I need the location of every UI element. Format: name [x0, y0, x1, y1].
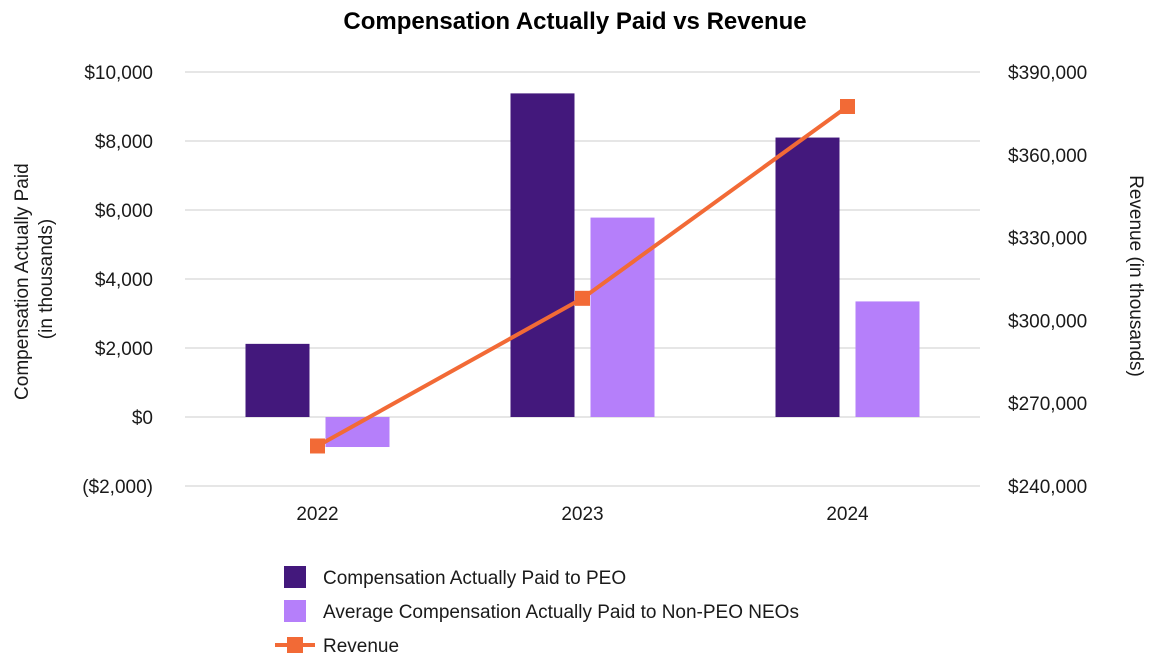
- left-tick-label: ($2,000): [82, 477, 153, 498]
- bar: [245, 343, 310, 417]
- bar: [510, 93, 575, 417]
- right-tick-label: $270,000: [1008, 394, 1087, 415]
- left-tick-label: $6,000: [95, 201, 153, 222]
- left-tick-label: $10,000: [84, 63, 153, 84]
- chart-title: Compensation Actually Paid vs Revenue: [343, 8, 806, 35]
- bars: [245, 93, 920, 448]
- left-axis-label: Compensation Actually Paid (in thousands…: [12, 158, 57, 400]
- legend-label: Compensation Actually Paid to PEO: [323, 568, 626, 589]
- left-tick-label: $0: [132, 408, 153, 429]
- legend-marker-swatch: [287, 637, 303, 653]
- revenue-line-layer: [310, 99, 855, 454]
- legend-label: Revenue: [323, 636, 399, 657]
- grid-lines: [185, 71, 980, 487]
- left-axis-label-line-1: Compensation Actually Paid: [12, 163, 33, 400]
- right-axis-label: Revenue (in thousands): [1125, 175, 1146, 377]
- left-tick-label: $4,000: [95, 270, 153, 291]
- bar: [590, 217, 655, 417]
- left-axis-label-line-2: (in thousands): [36, 219, 57, 339]
- right-axis-ticks: $240,000 $270,000 $300,000 $330,000 $360,000…: [1008, 63, 1087, 498]
- x-tick-label: 2022: [296, 504, 338, 525]
- bar: [855, 301, 920, 417]
- legend-label: Average Compensation Actually Paid to No…: [323, 602, 799, 623]
- revenue-line: [316, 104, 849, 448]
- x-tick-label: 2023: [561, 504, 603, 525]
- left-tick-label: $2,000: [95, 339, 153, 360]
- legend-swatch: [284, 566, 306, 588]
- right-tick-label: $240,000: [1008, 477, 1087, 498]
- right-tick-label: $300,000: [1008, 311, 1087, 332]
- revenue-point: [310, 438, 325, 454]
- bar: [775, 137, 840, 418]
- left-tick-label: $8,000: [95, 132, 153, 153]
- x-tick-label: 2024: [826, 504, 869, 525]
- right-tick-label: $390,000: [1008, 63, 1087, 84]
- legend-swatch: [284, 600, 306, 622]
- left-axis-ticks: ($2,000) $0 $2,000 $4,000 $6,000 $8,000 $10,00…: [82, 63, 153, 498]
- right-tick-label: $330,000: [1008, 229, 1087, 250]
- revenue-point: [840, 99, 855, 114]
- revenue-point: [575, 290, 590, 306]
- x-axis-ticks: 2022 2023 2024: [296, 504, 869, 525]
- legend: Compensation Actually Paid to PEO Average…: [275, 566, 799, 657]
- right-tick-label: $360,000: [1008, 146, 1087, 167]
